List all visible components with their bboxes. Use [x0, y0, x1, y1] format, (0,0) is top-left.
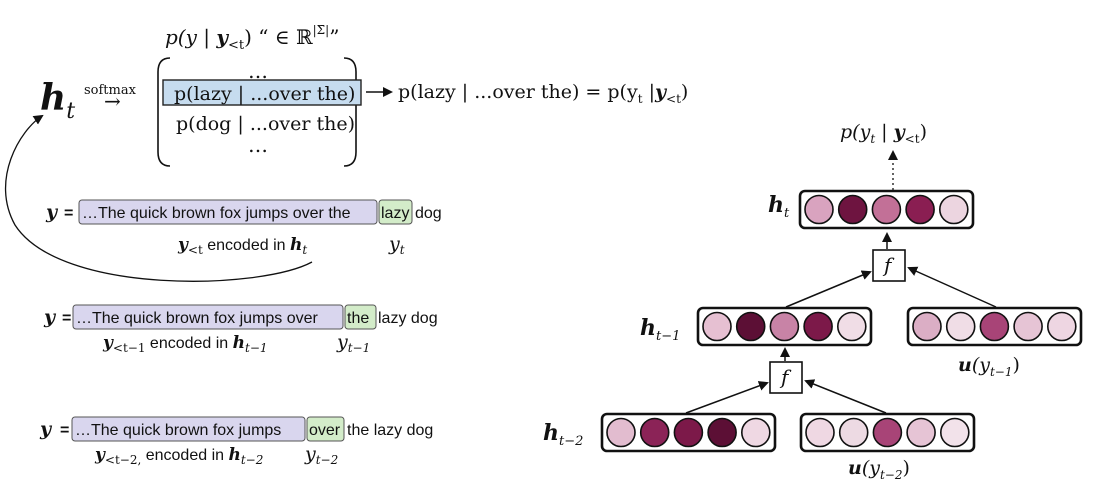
u1-cell: [912, 311, 942, 342]
ht2-cell: [639, 417, 670, 448]
ht2-cell: [606, 417, 636, 448]
ht-cells: [804, 194, 969, 225]
ht1-to-f-arrow: [785, 270, 872, 308]
ht2-cell: [707, 417, 737, 448]
ht1-cells: [702, 311, 867, 342]
u2-to-f-arrow: [804, 379, 887, 414]
output-prob-label: p(yt | y<t): [840, 121, 927, 146]
seq1-target: lazy: [381, 205, 409, 222]
ht1-label: ht−1: [640, 315, 680, 344]
svg-text:=: =: [60, 422, 69, 439]
sequence-3: y = …The quick brown fox jumps over the …: [39, 416, 433, 467]
top-formula: p(y | y<t) “ ∈ ℝ|Σ̄|”: [165, 23, 339, 53]
ht2-cells: [606, 417, 771, 448]
network-diagram: p(yt | y<t) ht f ht−1 u(yt−1) f: [543, 121, 1083, 482]
seq3-after: the lazy dog: [347, 422, 433, 439]
seq3-encoded-caption: y<t−2, encoded in ht−2: [94, 445, 263, 467]
seq1-target-box: [378, 199, 413, 225]
sequence-2: y = …The quick brown fox jumps over the …: [43, 304, 438, 355]
matrix-highlight-row: [162, 79, 362, 106]
seq2-context-box: [72, 304, 344, 330]
seq2-encoded-caption: y<t−1 encoded in ht−1: [102, 333, 268, 355]
ht1-cell: [702, 311, 732, 342]
softmax-arrow: softmax →: [84, 83, 137, 113]
u2-cells: [805, 417, 970, 448]
u1-label: u(yt−1): [958, 354, 1020, 379]
u2-cell: [939, 417, 970, 448]
seq3-target: over: [309, 422, 341, 439]
sequence-1: y = …The quick brown fox jumps over the …: [45, 199, 442, 257]
ht-cell: [804, 194, 834, 225]
svg-text:p(y | y<t) “ ∈ ℝ|Σ̄|”: p(y | y<t) “ ∈ ℝ|Σ̄|”: [165, 23, 339, 53]
f-box-upper: [872, 249, 906, 282]
ht-cell: [871, 194, 902, 225]
matrix-dots-top: …: [248, 59, 268, 83]
svg-text:=: =: [62, 310, 71, 327]
u1-cell: [1013, 311, 1043, 342]
matrix-dots-bottom: …: [248, 133, 268, 157]
ht-cell: [938, 194, 969, 225]
svg-text:p(lazy | ...over the) = p(yt |: p(lazy | ...over the) = p(yt |y<t): [398, 81, 688, 106]
seq2-yt: yt−1: [336, 331, 370, 355]
svg-text:=: =: [64, 205, 73, 222]
result-formula: p(lazy | ...over the) = p(yt |y<t): [398, 81, 688, 106]
ht2-label: ht−2: [543, 420, 583, 449]
seq3-yt: yt−2: [304, 443, 338, 467]
seq2-context: …The quick brown fox jumps over: [76, 310, 319, 327]
u1-cell: [1047, 311, 1077, 342]
matrix-left-bracket: [157, 57, 171, 167]
ht2-cell: [740, 417, 771, 448]
seq3-target-box: [306, 416, 345, 442]
u1-to-f-arrow: [907, 266, 997, 308]
seq1-y-label: y: [45, 201, 59, 223]
ht1-cell: [769, 311, 800, 342]
svg-text:softmax: softmax: [84, 83, 137, 98]
f-box-lower: [769, 361, 803, 394]
ht2-cell: [673, 417, 704, 448]
matrix-right-bracket: [343, 57, 357, 167]
u1-cell: [979, 311, 1010, 342]
u2-cell: [805, 417, 835, 448]
ht1-cell: [735, 311, 766, 342]
seq1-after: dog: [415, 205, 442, 222]
ht-cell: [905, 194, 935, 225]
seq3-y-label: y: [39, 418, 53, 440]
u2-cell: [872, 417, 903, 448]
u2-cell: [838, 417, 869, 448]
u1-cells: [912, 311, 1077, 342]
seq1-encoded-caption: y<t encoded in ht: [177, 235, 307, 257]
recurrence-curve-arrow: [4, 114, 313, 282]
seq2-target-box: [344, 304, 377, 330]
ht1-cell: [803, 311, 833, 342]
seq2-target: the: [347, 310, 369, 327]
ht-cell: [837, 194, 868, 225]
seq2-y-label: y: [43, 306, 57, 328]
ht-label: ht: [768, 192, 790, 221]
ht2-to-f-arrow: [685, 381, 769, 414]
seq1-context-box: [78, 199, 378, 225]
ht-main-label: ht: [40, 77, 75, 124]
svg-text:→: →: [104, 89, 121, 113]
seq1-context: …The quick brown fox jumps over the: [82, 205, 351, 222]
seq1-yt: yt: [388, 233, 405, 257]
seq2-after: lazy dog: [378, 310, 438, 327]
probability-matrix: … p(lazy | ...over the) p(dog | ...over …: [157, 57, 362, 167]
u2-cell: [906, 417, 936, 448]
seq3-context: …The quick brown fox jumps: [75, 422, 281, 439]
ht1-cell: [836, 311, 867, 342]
matrix-row-dog: p(dog | ...over the): [176, 113, 355, 135]
matrix-row-lazy: p(lazy | ...over the): [174, 83, 355, 105]
svg-text:ht: ht: [40, 77, 75, 124]
u2-label: u(yt−2): [848, 457, 910, 482]
u1-cell: [945, 311, 976, 342]
seq3-context-box: [71, 416, 306, 442]
